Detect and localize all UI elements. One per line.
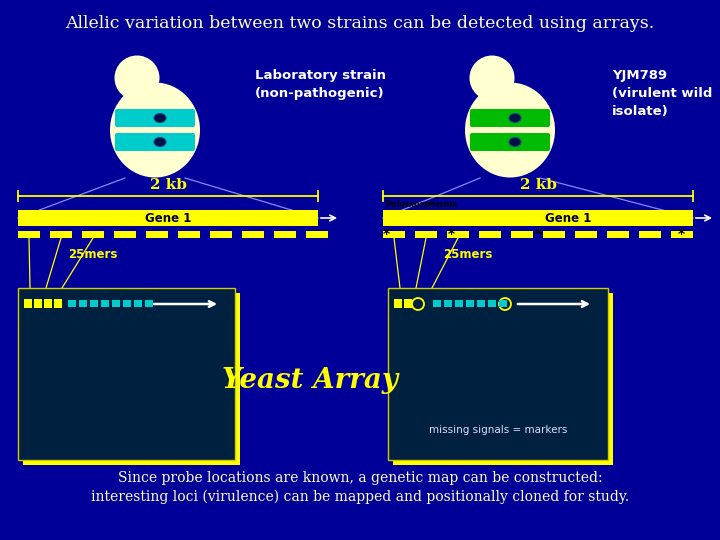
Text: (virulent wild: (virulent wild [612, 86, 712, 99]
Bar [101, 300, 109, 307]
Bar [671, 231, 693, 238]
Bar [68, 300, 76, 307]
Bar [54, 299, 62, 308]
FancyBboxPatch shape [115, 133, 195, 151]
Text: *: * [382, 227, 390, 241]
Text: missing signals = markers: missing signals = markers [429, 425, 567, 435]
Text: interesting loci (virulence) can be mapped and positionally cloned for study.: interesting loci (virulence) can be mapp… [91, 490, 629, 504]
Bar [134, 300, 142, 307]
Ellipse shape [509, 113, 521, 123]
Ellipse shape [465, 83, 555, 178]
Bar [639, 231, 661, 238]
Bar [415, 231, 437, 238]
Text: 2 kb: 2 kb [150, 178, 186, 192]
Bar [44, 299, 52, 308]
Text: *: * [534, 227, 541, 241]
Bar [114, 231, 136, 238]
Bar [112, 300, 120, 307]
Bar [499, 300, 507, 307]
Bar [210, 231, 232, 238]
Bar [82, 231, 104, 238]
Text: (non-pathogenic): (non-pathogenic) [255, 86, 384, 99]
Ellipse shape [154, 113, 166, 123]
Bar [511, 231, 533, 238]
Text: Polymorphisms: Polymorphisms [384, 200, 457, 209]
Bar [404, 299, 412, 308]
Bar [242, 231, 264, 238]
Bar [479, 231, 501, 238]
Ellipse shape [110, 83, 200, 178]
Ellipse shape [469, 56, 515, 100]
Text: YJM789: YJM789 [612, 69, 667, 82]
Bar [123, 300, 131, 307]
Ellipse shape [509, 138, 521, 146]
Bar [607, 231, 629, 238]
Bar [444, 300, 452, 307]
Bar [488, 300, 496, 307]
Text: 25mers: 25mers [444, 248, 492, 261]
Text: 2 kb: 2 kb [520, 178, 557, 192]
Text: Gene 1: Gene 1 [145, 212, 192, 225]
Text: Gene 1: Gene 1 [545, 212, 591, 225]
Bar [18, 288, 235, 460]
Bar [23, 293, 240, 465]
Bar [306, 231, 328, 238]
Bar [394, 299, 402, 308]
Bar [34, 299, 42, 308]
Text: Allelic variation between two strains can be detected using arrays.: Allelic variation between two strains ca… [66, 15, 654, 32]
Ellipse shape [154, 138, 166, 146]
Text: isolate): isolate) [612, 105, 669, 118]
Bar [50, 231, 72, 238]
Ellipse shape [114, 56, 160, 100]
Bar [455, 300, 463, 307]
Text: *: * [678, 227, 685, 241]
Bar [274, 231, 296, 238]
Text: 25mers: 25mers [68, 248, 117, 261]
Bar [388, 288, 608, 460]
Bar [178, 231, 200, 238]
Bar [466, 300, 474, 307]
Bar [543, 231, 565, 238]
Bar [79, 300, 87, 307]
Bar [433, 300, 441, 307]
Bar [146, 231, 168, 238]
Text: Yeast Array: Yeast Array [222, 367, 398, 394]
Text: *: * [447, 227, 454, 241]
Bar [447, 231, 469, 238]
Bar [24, 299, 32, 308]
Bar [18, 210, 318, 226]
Bar [393, 293, 613, 465]
FancyBboxPatch shape [115, 109, 195, 127]
FancyBboxPatch shape [470, 133, 550, 151]
FancyBboxPatch shape [470, 109, 550, 127]
Text: Laboratory strain: Laboratory strain [255, 69, 386, 82]
Text: Since probe locations are known, a genetic map can be constructed:: Since probe locations are known, a genet… [117, 471, 603, 485]
Bar [477, 300, 485, 307]
Bar [90, 300, 98, 307]
Bar [383, 231, 405, 238]
Bar [145, 300, 153, 307]
Bar [18, 231, 40, 238]
Bar [383, 210, 693, 226]
Bar [575, 231, 597, 238]
